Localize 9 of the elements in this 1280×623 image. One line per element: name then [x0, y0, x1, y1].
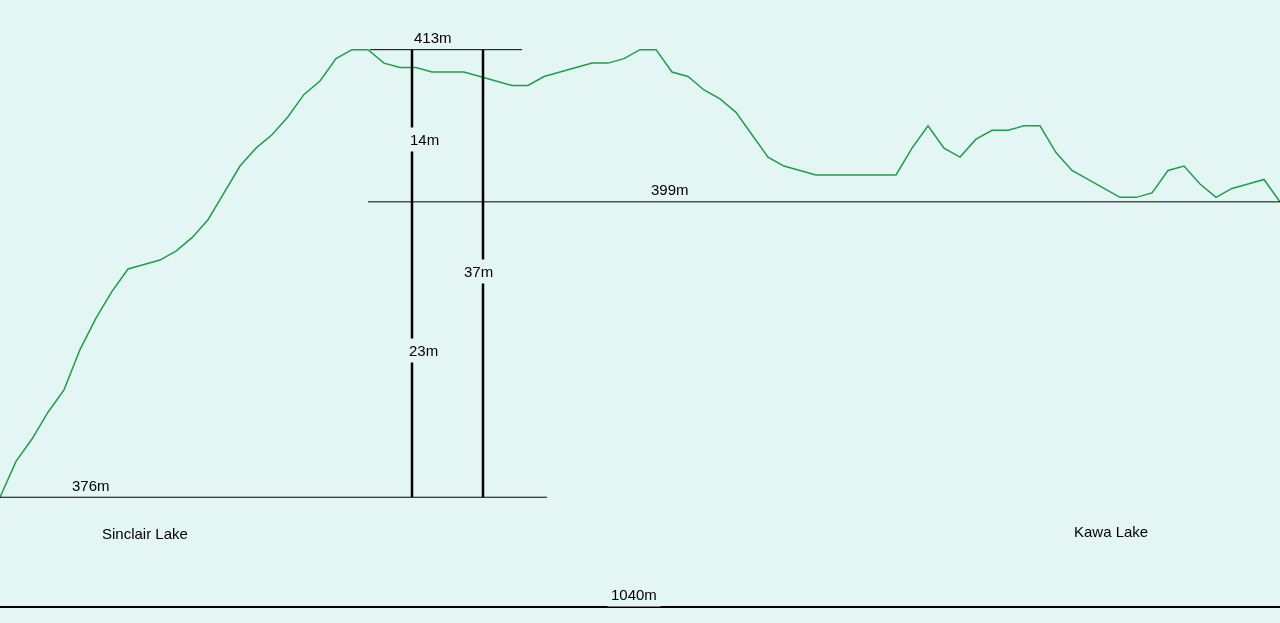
ref-line-label: 413m [414, 29, 452, 46]
annotation: 14m [410, 131, 440, 148]
text: 1040m [611, 586, 657, 603]
annotation: 37m [464, 263, 494, 280]
ref-line-label: 376m [72, 477, 110, 494]
annotation: 23m [409, 342, 439, 359]
ref-line-label: 399m [651, 181, 689, 198]
text: Sinclair Lake [102, 525, 188, 542]
text: Kawa Lake [1074, 523, 1149, 540]
